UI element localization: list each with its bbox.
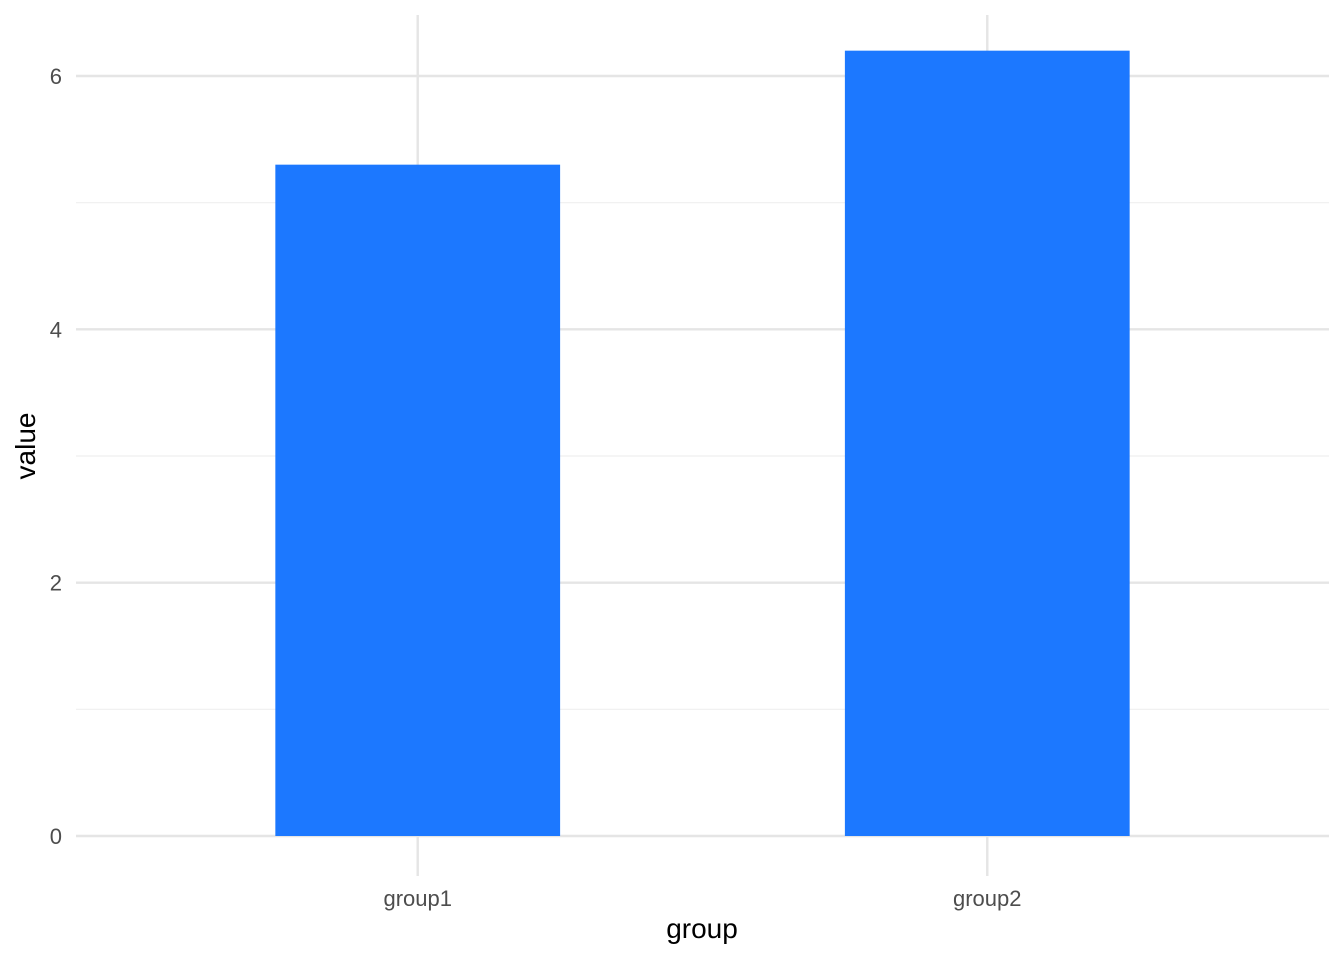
x-tick-labels: group1 group2 bbox=[383, 886, 1021, 911]
y-tick-labels: 0 2 4 6 bbox=[50, 64, 62, 849]
x-tick-label: group2 bbox=[953, 886, 1022, 911]
y-axis-title: value bbox=[10, 412, 41, 480]
bar-group2 bbox=[844, 50, 1130, 837]
bar-group1 bbox=[275, 164, 561, 836]
y-tick-label: 4 bbox=[50, 317, 62, 342]
x-tick-label: group1 bbox=[383, 886, 452, 911]
y-tick-label: 6 bbox=[50, 64, 62, 89]
grid-lines bbox=[76, 15, 1329, 876]
x-axis-title: group bbox=[666, 913, 738, 944]
y-tick-label: 2 bbox=[50, 571, 62, 596]
y-tick-label: 0 bbox=[50, 824, 62, 849]
bars bbox=[275, 50, 1130, 837]
